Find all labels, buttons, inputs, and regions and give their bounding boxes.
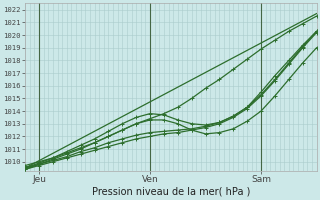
X-axis label: Pression niveau de la mer( hPa ): Pression niveau de la mer( hPa ) [92,187,250,197]
